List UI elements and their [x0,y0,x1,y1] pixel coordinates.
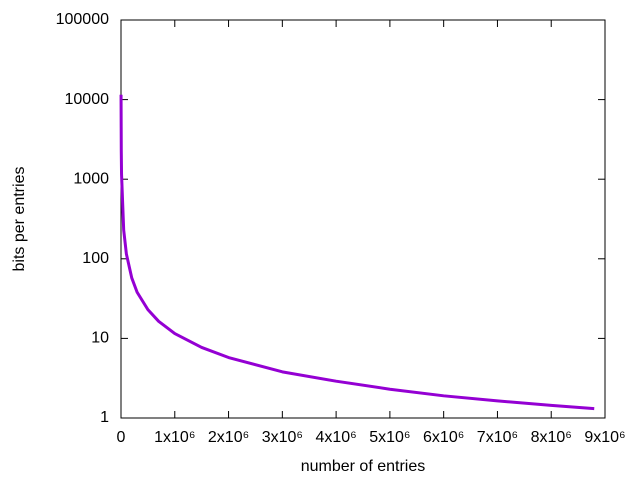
x-axis-label: number of entries [301,458,426,475]
data-line [119,94,595,411]
x-tick-label: 7x10⁶ [477,429,518,446]
x-tick-label: 1x10⁶ [154,429,195,446]
x-tick-label: 0 [117,429,126,446]
y-tick-label: 1 [100,409,109,426]
y-tick-label: 100000 [56,11,109,28]
y-tick-label: 10 [91,330,109,347]
y-tick-label: 10000 [65,91,110,108]
y-tick-label: 100 [82,250,109,267]
x-tick-label: 2x10⁶ [208,429,249,446]
x-tick-label: 5x10⁶ [369,429,410,446]
x-tick-label: 3x10⁶ [262,429,303,446]
y-axis-label: bits per entries [11,167,28,272]
x-tick-label: 8x10⁶ [531,429,572,446]
x-tick-label: 4x10⁶ [315,429,356,446]
x-tick-label: 6x10⁶ [423,429,464,446]
y-tick-label: 1000 [73,170,109,187]
x-tick-label: 9x10⁶ [584,429,625,446]
plot-frame [120,19,606,419]
